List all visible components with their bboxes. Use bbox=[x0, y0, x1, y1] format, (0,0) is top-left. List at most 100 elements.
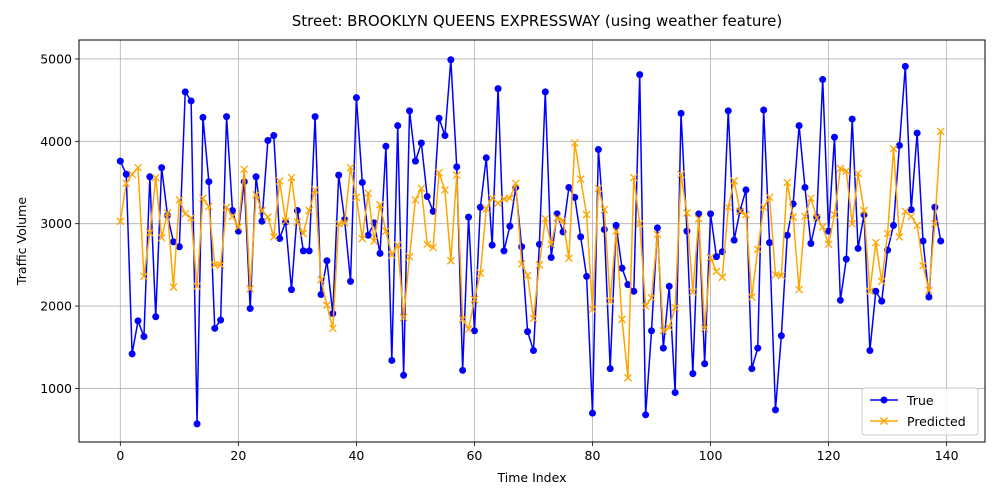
data-point-true bbox=[671, 389, 679, 397]
data-point-predicted bbox=[275, 176, 284, 185]
data-point-true bbox=[771, 406, 779, 414]
data-point-predicted bbox=[293, 218, 302, 227]
legend-true-marker bbox=[880, 396, 888, 404]
data-point-true bbox=[411, 157, 419, 165]
data-point-predicted bbox=[718, 273, 727, 282]
data-point-true bbox=[653, 224, 661, 232]
data-point-predicted bbox=[193, 282, 202, 291]
y-tick-label: 2000 bbox=[40, 299, 72, 314]
data-point-predicted bbox=[541, 214, 550, 223]
data-point-true bbox=[636, 71, 644, 79]
data-point-predicted bbox=[806, 194, 815, 203]
data-point-true bbox=[583, 272, 591, 280]
data-point-true bbox=[252, 173, 260, 181]
data-point-true bbox=[400, 371, 408, 379]
data-point-predicted bbox=[163, 209, 172, 217]
data-point-predicted bbox=[488, 194, 497, 203]
data-point-predicted bbox=[883, 229, 892, 238]
data-point-true bbox=[683, 227, 691, 235]
data-point-true bbox=[323, 257, 331, 265]
data-point-predicted bbox=[665, 323, 674, 332]
y-tick-label: 1000 bbox=[40, 381, 72, 396]
data-point-true bbox=[677, 109, 685, 117]
data-point-true bbox=[801, 183, 809, 191]
data-point-true bbox=[488, 241, 496, 249]
data-point-true bbox=[311, 113, 319, 121]
data-point-true bbox=[335, 171, 343, 179]
data-point-predicted bbox=[570, 139, 579, 147]
x-tick-label: 120 bbox=[817, 448, 841, 463]
data-point-predicted bbox=[145, 228, 154, 237]
data-point-true bbox=[140, 333, 148, 341]
data-point-predicted bbox=[317, 275, 325, 284]
legend-true-label: True bbox=[906, 393, 934, 408]
data-point-predicted bbox=[187, 213, 196, 222]
data-point-predicted bbox=[795, 285, 804, 294]
data-point-predicted bbox=[895, 232, 904, 241]
data-point-true bbox=[748, 365, 756, 373]
data-point-predicted bbox=[677, 170, 685, 179]
data-point-true bbox=[836, 296, 844, 304]
data-point-true bbox=[494, 85, 502, 93]
data-point-true bbox=[305, 247, 313, 255]
data-point-predicted bbox=[765, 193, 774, 202]
data-point-true bbox=[600, 225, 608, 233]
data-point-true bbox=[329, 309, 337, 317]
data-point-predicted bbox=[181, 209, 190, 218]
data-point-true bbox=[878, 297, 886, 305]
data-point-predicted bbox=[175, 195, 184, 204]
legend: True Predicted bbox=[861, 387, 979, 436]
data-point-true bbox=[866, 347, 874, 355]
data-point-predicted bbox=[659, 326, 668, 335]
data-point-predicted bbox=[635, 219, 644, 228]
data-point-true bbox=[128, 350, 136, 358]
data-point-true bbox=[476, 203, 484, 211]
data-point-true bbox=[577, 233, 585, 241]
data-point-predicted bbox=[151, 173, 160, 182]
data-point-true bbox=[459, 366, 467, 374]
plot-frame bbox=[78, 39, 986, 443]
series-true bbox=[116, 56, 945, 428]
data-point-true bbox=[777, 332, 785, 340]
data-point-true bbox=[435, 114, 443, 122]
data-point-true bbox=[482, 154, 490, 162]
x-tick-label: 100 bbox=[699, 448, 723, 463]
data-point-predicted bbox=[222, 203, 231, 212]
data-point-true bbox=[429, 207, 437, 215]
data-point-true bbox=[193, 420, 201, 428]
y-axis-label: Traffic Volume bbox=[14, 197, 29, 286]
data-point-predicted bbox=[122, 179, 131, 188]
data-point-true bbox=[695, 210, 703, 218]
data-point-true bbox=[465, 213, 473, 221]
data-point-predicted bbox=[576, 175, 585, 184]
data-point-predicted bbox=[706, 253, 715, 262]
data-point-predicted bbox=[128, 170, 137, 179]
data-point-true bbox=[618, 264, 626, 272]
data-point-predicted bbox=[653, 230, 662, 239]
data-point-true bbox=[571, 193, 579, 201]
data-point-predicted bbox=[889, 144, 898, 153]
data-point-true bbox=[624, 281, 632, 289]
data-point-predicted bbox=[700, 324, 709, 333]
data-point-predicted bbox=[246, 284, 255, 293]
data-point-predicted bbox=[393, 241, 402, 250]
data-point-true bbox=[931, 203, 939, 211]
data-point-predicted bbox=[381, 227, 390, 236]
data-point-true bbox=[795, 122, 803, 130]
data-point-predicted bbox=[842, 167, 851, 175]
data-point-predicted bbox=[482, 204, 491, 213]
data-point-predicted bbox=[417, 184, 426, 193]
data-point-true bbox=[287, 286, 295, 294]
y-tick-label: 3000 bbox=[40, 216, 72, 231]
data-point-predicted bbox=[553, 213, 562, 222]
data-point-true bbox=[122, 170, 130, 178]
data-point-predicted bbox=[423, 240, 432, 249]
data-point-predicted bbox=[134, 163, 142, 172]
data-point-true bbox=[689, 370, 697, 378]
data-point-predicted bbox=[116, 217, 125, 226]
x-tick-label: 80 bbox=[585, 448, 601, 463]
data-point-true bbox=[819, 76, 827, 84]
data-point-predicted bbox=[606, 297, 615, 306]
data-point-predicted bbox=[812, 213, 821, 222]
